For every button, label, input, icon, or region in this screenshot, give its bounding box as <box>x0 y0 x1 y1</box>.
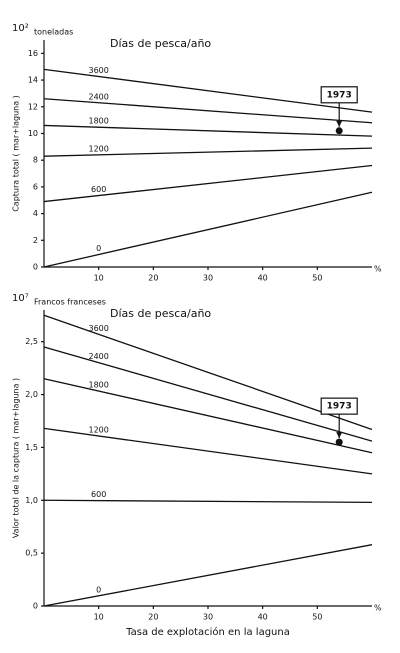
series-label: 1800 <box>88 381 108 390</box>
series-label: 1200 <box>88 144 108 153</box>
x-tick-label: 10 <box>94 613 104 622</box>
y-tick-label: 4 <box>33 209 38 218</box>
y-tick-label: 0 <box>33 263 38 272</box>
x-tick-label: 20 <box>148 613 158 622</box>
y-tick-label: 6 <box>33 182 38 191</box>
line <box>43 544 373 607</box>
scale: 10⁷ <box>12 293 29 304</box>
x-tick-label: 50 <box>312 274 322 283</box>
x-unit: % <box>374 604 382 613</box>
x-tick-label: 30 <box>203 613 213 622</box>
y-tick-label: 14 <box>28 76 38 85</box>
x-tick-label: 50 <box>312 613 322 622</box>
x-tick-label: 40 <box>258 613 268 622</box>
x-tick-label: 20 <box>148 274 158 283</box>
y-tick-label: 8 <box>33 156 38 165</box>
point <box>335 127 343 135</box>
series-label: 3600 <box>88 324 108 333</box>
x-tick-label: 30 <box>203 274 213 283</box>
x-unit: % <box>374 265 382 274</box>
line <box>43 98 373 124</box>
y-axis-label: Valor total de la captura ( mar+laguna ) <box>12 378 21 538</box>
series-label: 0 <box>96 244 101 253</box>
y-tick-label: 2 <box>33 236 38 245</box>
line <box>43 314 373 431</box>
point <box>335 438 343 446</box>
series-label: 0 <box>96 585 101 594</box>
line <box>43 427 373 475</box>
annotation-label: 1973 <box>327 402 352 412</box>
series-label: 3600 <box>88 66 108 75</box>
y-tick-label: 2,0 <box>25 390 38 399</box>
line <box>43 164 373 203</box>
line <box>43 499 373 504</box>
scale: 10² <box>12 23 29 34</box>
x-axis-label: Tasa de explotación en la laguna <box>125 626 290 638</box>
x-tick-label: 40 <box>258 274 268 283</box>
line <box>43 147 373 157</box>
y-tick-label: 0 <box>33 602 38 611</box>
annotation-label: 1973 <box>327 90 352 100</box>
line <box>43 346 373 442</box>
series-label: 1200 <box>88 425 108 434</box>
line <box>43 378 373 454</box>
line <box>43 124 373 137</box>
series-label: 2400 <box>88 92 108 101</box>
arrow-head <box>336 432 343 439</box>
line <box>43 68 373 113</box>
y-tick-label: 0,5 <box>25 549 38 558</box>
y-tick-label: 10 <box>28 129 38 138</box>
series-label: 1800 <box>88 117 108 126</box>
x-tick-label: 10 <box>94 274 104 283</box>
unit: Francos franceses <box>34 298 106 307</box>
y-tick-label: 16 <box>28 49 38 58</box>
unit: toneladas <box>34 28 73 37</box>
y-tick-label: 12 <box>28 102 38 111</box>
series-label: 600 <box>91 490 106 499</box>
y-tick-label: 2,5 <box>25 337 38 346</box>
line <box>43 191 373 268</box>
y-tick-label: 1,5 <box>25 443 38 452</box>
chart-title: Días de pesca/año <box>110 37 211 50</box>
chart-title: Días de pesca/año <box>110 307 211 320</box>
y-tick-label: 1,0 <box>25 496 38 505</box>
series-label: 600 <box>91 185 106 194</box>
arrow-head <box>336 120 343 127</box>
series-label: 2400 <box>88 352 108 361</box>
y-axis-label: Captura total ( mar+laguna ) <box>12 95 21 212</box>
